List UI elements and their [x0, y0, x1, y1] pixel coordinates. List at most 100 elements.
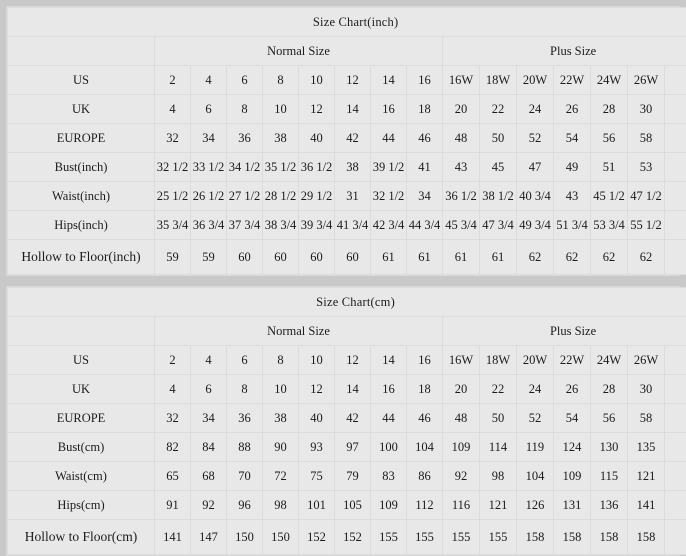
cell: 91: [155, 491, 191, 520]
row-label-hips: Hips(inch): [8, 211, 155, 240]
cell-empty: [665, 182, 686, 211]
cell: 26W: [628, 346, 665, 375]
row-label-uk: UK: [8, 375, 155, 404]
cell: 32 1/2: [155, 153, 191, 182]
cell: 59: [191, 240, 227, 275]
cell: 62: [628, 240, 665, 275]
cell: 47: [517, 153, 554, 182]
cell: 10: [299, 346, 335, 375]
cell: 70: [227, 462, 263, 491]
cell: 48: [443, 404, 480, 433]
cell: 22W: [554, 346, 591, 375]
row-label-hollow-to-floor: Hollow to Floor(inch): [8, 240, 155, 275]
cell: 82: [155, 433, 191, 462]
cell: 121: [480, 491, 517, 520]
chart-title: Size Chart(inch): [8, 8, 686, 37]
cell: 45 3/4: [443, 211, 480, 240]
cell-empty: [665, 433, 686, 462]
corner-cell: [8, 317, 155, 346]
cell: 104: [407, 433, 443, 462]
cell: 61: [407, 240, 443, 275]
cell: 62: [554, 240, 591, 275]
cell: 6: [191, 95, 227, 124]
cell: 16W: [443, 346, 480, 375]
title-row: Size Chart(inch): [8, 8, 686, 37]
row-label-waist: Waist(inch): [8, 182, 155, 211]
cell: 40: [299, 404, 335, 433]
cell: 150: [227, 520, 263, 555]
cell: 20W: [517, 66, 554, 95]
cell: 84: [191, 433, 227, 462]
cell: 114: [480, 433, 517, 462]
cell: 16: [371, 375, 407, 404]
cell: 119: [517, 433, 554, 462]
cell: 92: [191, 491, 227, 520]
cell: 86: [407, 462, 443, 491]
title-row: Size Chart(cm): [8, 288, 686, 317]
cell: 65: [155, 462, 191, 491]
cell: 38: [335, 153, 371, 182]
cell: 18: [407, 375, 443, 404]
cell: 51: [591, 153, 628, 182]
cell: 141: [155, 520, 191, 555]
row-label-hips: Hips(cm): [8, 491, 155, 520]
cell: 4: [191, 66, 227, 95]
cell: 36 3/4: [191, 211, 227, 240]
cell: 34: [407, 182, 443, 211]
cell: 105: [335, 491, 371, 520]
cell: 45 1/2: [591, 182, 628, 211]
cell-empty: [665, 240, 686, 275]
cell: 104: [517, 462, 554, 491]
cell: 36: [227, 404, 263, 433]
cell: 56: [591, 404, 628, 433]
cell: 26W: [628, 66, 665, 95]
cell: 16: [407, 66, 443, 95]
cell: 59: [155, 240, 191, 275]
cell: 35 3/4: [155, 211, 191, 240]
cell-empty: [665, 124, 686, 153]
table-row: EUROPE 32 34 36 38 40 42 44 46 48 50 52 …: [8, 404, 686, 433]
row-label-waist: Waist(cm): [8, 462, 155, 491]
cell: 26: [554, 375, 591, 404]
cell-empty: [665, 66, 686, 95]
cell: 147: [191, 520, 227, 555]
cell: 28: [591, 375, 628, 404]
cell: 101: [299, 491, 335, 520]
cell: 155: [371, 520, 407, 555]
cell: 53 3/4: [591, 211, 628, 240]
size-chart-page: Size Chart(inch) Normal Size Plus Size U…: [0, 0, 686, 530]
size-table-inch: Size Chart(inch) Normal Size Plus Size U…: [7, 7, 686, 275]
cell: 42 3/4: [371, 211, 407, 240]
cell: 24W: [591, 346, 628, 375]
cell: 46: [407, 124, 443, 153]
cell-empty: [665, 95, 686, 124]
cell: 37 3/4: [227, 211, 263, 240]
cell: 6: [227, 346, 263, 375]
cell: 98: [263, 491, 299, 520]
table-row: UK 4 6 8 10 12 14 16 18 20 22 24 26 28 3…: [8, 95, 686, 124]
cell: 58: [628, 124, 665, 153]
cell: 40 3/4: [517, 182, 554, 211]
size-chart-inch: Size Chart(inch) Normal Size Plus Size U…: [6, 6, 680, 276]
table-row: Hips(cm) 91 92 96 98 101 105 109 112 116…: [8, 491, 686, 520]
cell: 12: [335, 66, 371, 95]
cell: 49 3/4: [517, 211, 554, 240]
table-row: Waist(inch) 25 1/2 26 1/2 27 1/2 28 1/2 …: [8, 182, 686, 211]
cell: 38 3/4: [263, 211, 299, 240]
cell: 68: [191, 462, 227, 491]
cell: 75: [299, 462, 335, 491]
cell: 52: [517, 124, 554, 153]
cell: 8: [263, 346, 299, 375]
cell: 34 1/2: [227, 153, 263, 182]
cell: 14: [335, 375, 371, 404]
cell: 31: [335, 182, 371, 211]
cell: 36 1/2: [443, 182, 480, 211]
size-chart-cm: Size Chart(cm) Normal Size Plus Size US …: [6, 286, 680, 556]
cell-empty: [665, 153, 686, 182]
table-row: Hollow to Floor(inch) 59 59 60 60 60 60 …: [8, 240, 686, 275]
cell: 4: [155, 95, 191, 124]
table-row: Hips(inch) 35 3/4 36 3/4 37 3/4 38 3/4 3…: [8, 211, 686, 240]
cell: 60: [335, 240, 371, 275]
cell: 61: [443, 240, 480, 275]
cell: 46: [407, 404, 443, 433]
